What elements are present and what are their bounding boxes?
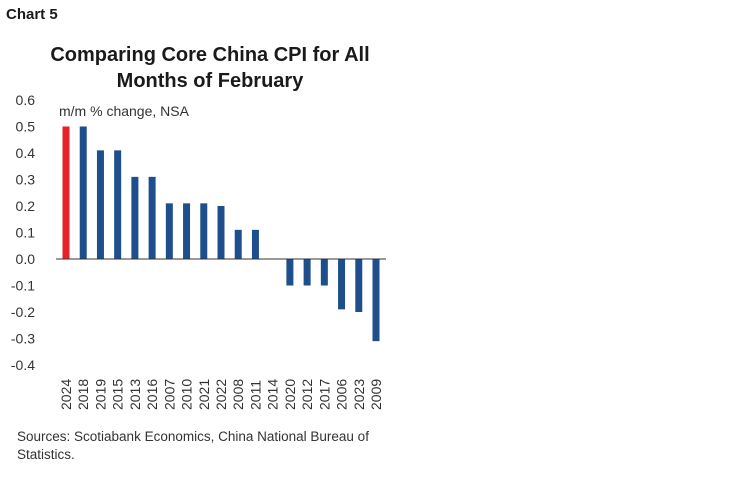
chart-title: Comparing Core China CPI for All Months … [50, 44, 370, 92]
bar-2020 [286, 259, 294, 286]
y-axis-label: m/m % change, NSA [59, 103, 190, 119]
x-tick-label: 2017 [316, 379, 332, 410]
x-tick-label: 2024 [58, 379, 74, 410]
bar-2010 [183, 203, 191, 259]
y-tick-label: -0.3 [11, 331, 35, 347]
x-tick-label: 2014 [265, 379, 281, 410]
y-axis: -0.4 -0.3 -0.2 -0.1 0.0 0.1 0.2 0.3 0.4 0.5 0.6 [11, 92, 35, 373]
bar-2023 [355, 259, 363, 312]
bar-2012 [303, 259, 311, 286]
y-tick-label: 0.1 [16, 225, 36, 241]
bar-2015 [114, 150, 122, 259]
bar-2006 [338, 259, 346, 310]
x-tick-label: 2010 [179, 379, 195, 410]
bar-2024 [62, 126, 70, 259]
x-tick-label: 2011 [247, 380, 263, 410]
x-tick-label: 2007 [161, 379, 177, 410]
x-tick-label: 2018 [75, 379, 91, 410]
y-tick-label: 0.2 [16, 198, 36, 214]
y-tick-label: -0.2 [11, 304, 35, 320]
y-tick-label: -0.1 [11, 278, 35, 294]
bar-2019 [96, 150, 104, 259]
x-tick-label: 2021 [196, 379, 212, 410]
bar-2011 [251, 229, 259, 259]
x-tick-label: 2020 [282, 379, 298, 410]
bar-2021 [200, 203, 208, 259]
x-tick-label: 2006 [334, 379, 350, 410]
x-tick-label: 2022 [213, 379, 229, 410]
bar-2017 [320, 259, 328, 286]
y-tick-label: 0.4 [16, 145, 36, 161]
bar-2022 [217, 206, 225, 259]
bar-2013 [131, 176, 139, 259]
y-tick-label: 0.5 [16, 119, 36, 135]
x-tick-label: 2009 [368, 379, 384, 410]
bar-2007 [165, 203, 173, 259]
bar-2008 [234, 229, 242, 259]
y-tick-label: -0.4 [11, 357, 35, 373]
y-tick-label: 0.3 [16, 172, 36, 188]
bar-2018 [79, 126, 87, 259]
x-tick-label: 2013 [127, 379, 143, 410]
x-tick-label: 2019 [92, 379, 108, 410]
bar-2009 [372, 259, 380, 342]
x-tick-label: 2016 [144, 379, 160, 410]
bar-2016 [148, 176, 156, 259]
bars [62, 126, 380, 342]
x-tick-label: 2023 [351, 379, 367, 410]
x-tick-label: 2015 [110, 379, 126, 410]
x-tick-label: 2008 [230, 379, 246, 410]
x-axis: 2024 2018 2019 2015 2013 2016 2007 2010 2021 2022… [58, 379, 384, 410]
chart-label: Chart 5 [6, 6, 58, 23]
y-tick-label: 0.0 [16, 251, 36, 267]
y-tick-label: 0.6 [16, 92, 36, 108]
source-note: Sources: Scotiabank Economics, China Nat… [17, 429, 369, 462]
x-tick-label: 2012 [299, 379, 315, 410]
